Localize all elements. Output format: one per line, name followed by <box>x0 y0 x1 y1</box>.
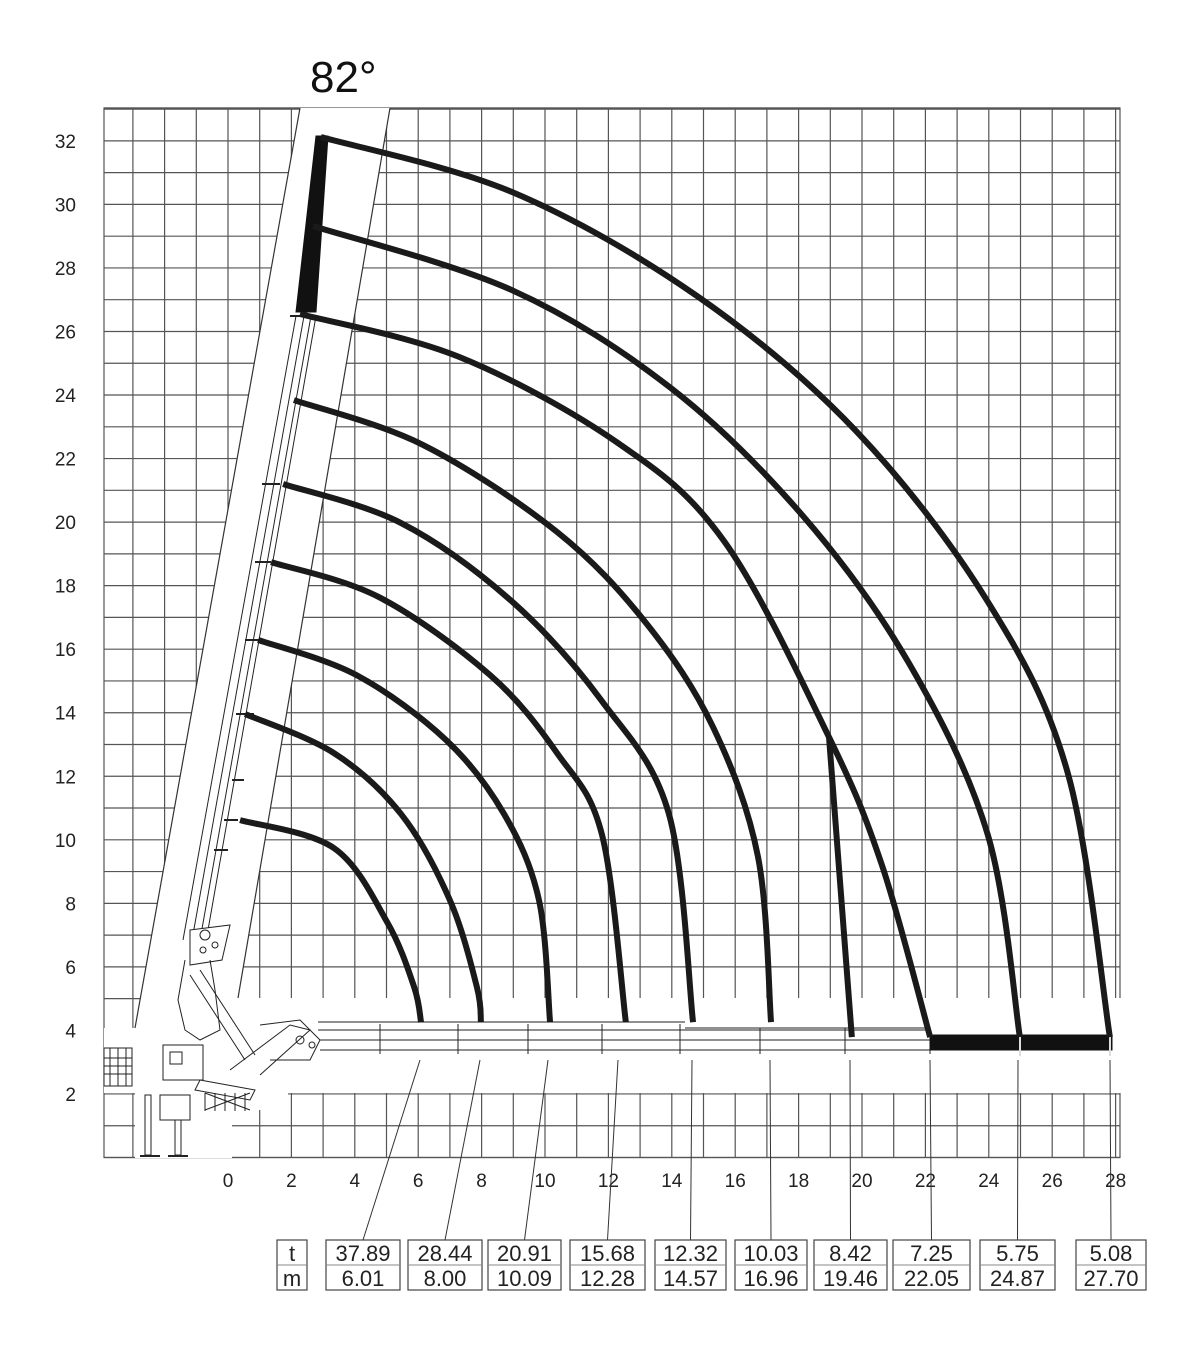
leader-line <box>849 1059 851 1241</box>
radius-value: 8.00 <box>424 1266 467 1291</box>
radius-value: 10.09 <box>497 1266 552 1291</box>
x-tick-label: 12 <box>598 1171 619 1192</box>
y-tick-label: 10 <box>55 831 76 852</box>
y-tick-label: 6 <box>65 958 76 979</box>
x-tick-label: 10 <box>534 1171 555 1192</box>
x-tick-label: 20 <box>851 1171 872 1192</box>
radius-value: 24.87 <box>990 1266 1045 1291</box>
angle-guide-left <box>134 107 301 1029</box>
radius-value: 22.05 <box>904 1266 959 1291</box>
radius-value: 12.28 <box>580 1266 635 1291</box>
load-curve-9 <box>312 223 1023 1038</box>
leader-line <box>362 1059 421 1241</box>
leader-line <box>607 1059 619 1241</box>
load-curve-8 <box>826 736 855 1038</box>
leader-line <box>1017 1059 1019 1241</box>
load-value: 10.03 <box>743 1241 798 1266</box>
row-label-load: t <box>289 1241 295 1266</box>
x-tick-label: 2 <box>286 1171 297 1192</box>
load-curve-6 <box>292 397 775 1023</box>
load-value: 12.32 <box>663 1241 718 1266</box>
load-value: 5.08 <box>1090 1241 1133 1266</box>
radius-value: 6.01 <box>342 1266 385 1291</box>
x-tick-label: 4 <box>350 1171 361 1192</box>
y-tick-label: 12 <box>55 767 76 788</box>
x-tick-label: 28 <box>1105 1171 1126 1192</box>
x-tick-label: 18 <box>788 1171 809 1192</box>
load-value: 5.75 <box>996 1241 1039 1266</box>
load-curve-1 <box>239 817 425 1023</box>
boom-clearance-area <box>104 108 1121 1158</box>
y-tick-label: 18 <box>55 577 76 598</box>
x-tick-label: 26 <box>1042 1171 1063 1192</box>
load-curve-3 <box>257 637 554 1023</box>
load-value: 28.44 <box>417 1241 472 1266</box>
load-value: 15.68 <box>580 1241 635 1266</box>
angle-guide-right <box>237 107 391 999</box>
boom-angle-label: 82° <box>310 53 377 102</box>
y-tick-label: 16 <box>55 640 76 661</box>
axis-ticks: 0 2 4 6 8 10 12 14 16 18 20 22 24 26 28246810121416182… <box>55 132 1126 1192</box>
y-tick-label: 8 <box>65 894 76 915</box>
y-tick-label: 22 <box>55 450 76 471</box>
load-value: 8.42 <box>829 1241 872 1266</box>
y-tick-label: 30 <box>55 195 76 216</box>
load-value: 7.25 <box>910 1241 953 1266</box>
load-value: 37.89 <box>335 1241 390 1266</box>
leader-line <box>1109 1059 1112 1241</box>
load-curve-5 <box>282 481 697 1023</box>
y-tick-label: 4 <box>65 1021 76 1042</box>
leader-line <box>444 1059 481 1241</box>
leader-line <box>929 1059 932 1241</box>
y-tick-label: 2 <box>65 1085 76 1106</box>
leader-line <box>690 1059 693 1241</box>
y-tick-label: 32 <box>55 132 76 153</box>
y-tick-label: 20 <box>55 513 76 534</box>
load-value: 20.91 <box>497 1241 552 1266</box>
x-tick-label: 6 <box>413 1171 424 1192</box>
x-tick-label: 24 <box>978 1171 1000 1192</box>
leader-line <box>769 1059 772 1241</box>
radius-value: 14.57 <box>663 1266 718 1291</box>
x-tick-label: 0 <box>223 1171 234 1192</box>
leader-line <box>524 1059 549 1241</box>
y-tick-label: 26 <box>55 322 76 343</box>
x-tick-label: 8 <box>476 1171 487 1192</box>
load-curve-10 <box>320 134 1113 1038</box>
y-tick-label: 14 <box>55 704 77 725</box>
load-curve-4 <box>270 559 629 1023</box>
row-label-radius: m <box>283 1266 301 1291</box>
radius-value: 16.96 <box>743 1266 798 1291</box>
radius-value: 27.70 <box>1083 1266 1138 1291</box>
x-tick-label: 16 <box>725 1171 746 1192</box>
x-tick-label: 22 <box>915 1171 936 1192</box>
radius-value: 19.46 <box>823 1266 878 1291</box>
load-curve-2 <box>243 711 484 1023</box>
load-curves <box>239 134 1113 1038</box>
y-tick-label: 24 <box>55 386 77 407</box>
load-curve-7 <box>299 311 934 1038</box>
x-tick-label: 14 <box>661 1171 683 1192</box>
y-tick-label: 28 <box>55 259 76 280</box>
